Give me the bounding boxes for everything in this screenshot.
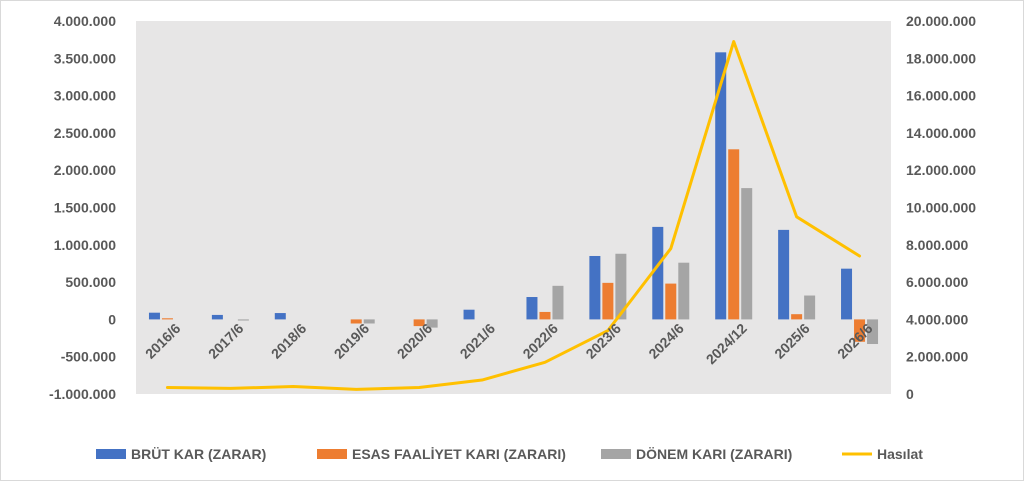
bar-series-group xyxy=(148,52,879,345)
bar-1-2026-6 xyxy=(841,268,853,320)
bar-2-2025-6 xyxy=(791,314,803,320)
left-axis: 4.000.000 3.500.000 3.000.000 2.500.000 2.00… xyxy=(49,13,116,402)
bar-3-2024-12 xyxy=(741,188,753,320)
bar-1-2017-6 xyxy=(211,314,223,320)
right-tick-label: 0 xyxy=(906,386,914,402)
bar-2-2022-6 xyxy=(539,311,551,320)
legend-label: DÖNEM KARI (ZARARI) xyxy=(636,446,792,462)
bar-3-2025-6 xyxy=(804,295,816,320)
bar-1-2018-6 xyxy=(274,313,286,320)
bar-1-2025-6 xyxy=(778,229,790,320)
right-tick-label: 12.000.000 xyxy=(906,162,976,178)
left-tick-label: 1.500.000 xyxy=(54,200,116,216)
legend-label: ESAS FAALİYET KARI (ZARARI) xyxy=(352,446,566,462)
bar-1-2023-6 xyxy=(589,255,601,320)
plot-area xyxy=(136,21,891,394)
left-tick-label: 3.000.000 xyxy=(54,88,116,104)
right-tick-label: 18.000.000 xyxy=(906,50,976,66)
right-tick-label: 4.000.000 xyxy=(906,311,968,327)
bar-3-2019-6 xyxy=(363,319,375,324)
left-tick-label: 500.000 xyxy=(65,274,116,290)
bar-2-2020-6 xyxy=(413,319,425,327)
bar-2-2026-6 xyxy=(854,319,866,342)
bar-1-2024-6 xyxy=(652,226,664,320)
left-tick-label: 1.000.000 xyxy=(54,237,116,253)
bar-2-2019-6 xyxy=(350,319,362,324)
right-tick-label: 10.000.000 xyxy=(906,200,976,216)
bar-3-2022-6 xyxy=(552,285,564,320)
left-tick-label: -1.000.000 xyxy=(49,386,116,402)
line-series-group xyxy=(165,40,862,391)
bar-3-2020-6 xyxy=(426,319,438,328)
bar-1-2024-12 xyxy=(715,52,727,320)
left-tick-label: 3.500.000 xyxy=(54,50,116,66)
right-tick-label: 8.000.000 xyxy=(906,237,968,253)
left-tick-label: 2.500.000 xyxy=(54,125,116,141)
bar-1-2016-6 xyxy=(148,312,160,320)
right-tick-label: 16.000.000 xyxy=(906,88,976,104)
left-tick-label: 4.000.000 xyxy=(54,13,116,29)
legend-swatch xyxy=(601,449,631,459)
legend-swatch xyxy=(317,449,347,459)
bar-2-2023-6 xyxy=(602,282,614,320)
bar-1-2022-6 xyxy=(526,297,538,320)
bar-3-2024-6 xyxy=(678,262,690,320)
bar-2-2024-12 xyxy=(728,149,740,320)
legend: BRÜT KAR (ZARAR) ESAS FAALİYET KARI (ZARA… xyxy=(96,446,923,462)
right-axis: 20.000.000 18.000.000 16.000.000 14.000.000… xyxy=(906,13,976,402)
bar-3-2023-6 xyxy=(615,253,627,320)
legend-label: BRÜT KAR (ZARAR) xyxy=(131,446,266,462)
legend-swatch xyxy=(96,449,126,459)
bar-2-2016-6 xyxy=(161,318,173,320)
left-tick-label: 2.000.000 xyxy=(54,162,116,178)
left-tick-label: 0 xyxy=(108,311,116,327)
right-tick-label: 6.000.000 xyxy=(906,274,968,290)
right-tick-label: 20.000.000 xyxy=(906,13,976,29)
left-tick-label: -500.000 xyxy=(61,349,116,365)
bar-1-2021-6 xyxy=(463,309,475,320)
legend-label: Hasılat xyxy=(877,446,923,462)
right-tick-label: 14.000.000 xyxy=(906,125,976,141)
bar-2-2024-6 xyxy=(665,283,677,320)
bar-3-2017-6 xyxy=(237,319,249,321)
line-series-hasilat xyxy=(165,40,862,391)
bar-3-2026-6 xyxy=(867,319,879,345)
right-tick-label: 2.000.000 xyxy=(906,349,968,365)
